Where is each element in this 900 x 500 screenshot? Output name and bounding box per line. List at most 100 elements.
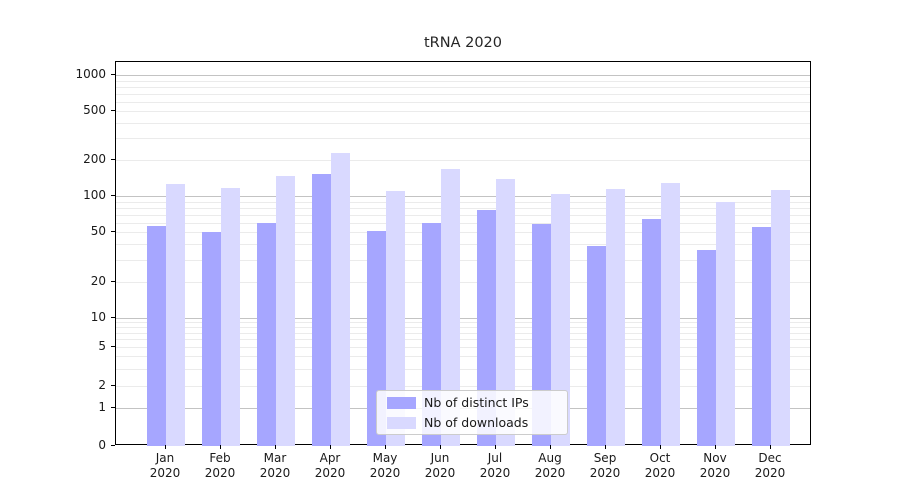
bar-distinct-ips-jan bbox=[147, 226, 166, 446]
y-tick-label: 0 bbox=[98, 438, 106, 452]
x-tick-mark bbox=[220, 445, 221, 449]
x-tick-mark bbox=[550, 445, 551, 449]
x-tick-mark bbox=[330, 445, 331, 449]
bar-downloads-aug bbox=[551, 194, 570, 446]
minor-gridline bbox=[116, 86, 810, 88]
x-tick-mark bbox=[770, 445, 771, 449]
bar-downloads-sep bbox=[606, 189, 625, 446]
legend-swatch-downloads bbox=[387, 416, 416, 429]
bar-downloads-jun bbox=[441, 169, 460, 446]
legend-swatch-distinct-ips bbox=[387, 396, 416, 409]
y-tick-mark bbox=[111, 231, 115, 232]
bar-distinct-ips-apr bbox=[312, 174, 331, 446]
x-tick-label: Oct 2020 bbox=[644, 451, 676, 480]
bar-distinct-ips-mar bbox=[257, 222, 276, 446]
y-tick-label: 2 bbox=[98, 378, 106, 392]
minor-gridline bbox=[116, 111, 810, 112]
bar-downloads-nov bbox=[716, 201, 735, 446]
legend-label: Nb of downloads bbox=[424, 415, 529, 430]
x-tick-mark bbox=[605, 445, 606, 449]
y-tick-mark bbox=[111, 385, 115, 386]
x-tick-label: Mar 2020 bbox=[259, 451, 291, 480]
x-tick-mark bbox=[385, 445, 386, 449]
minor-gridline bbox=[116, 93, 810, 95]
x-tick-label: Apr 2020 bbox=[314, 451, 346, 480]
y-tick-label: 10 bbox=[90, 309, 106, 324]
y-tick-mark bbox=[111, 74, 115, 75]
legend-entry: Nb of distinct IPs bbox=[387, 395, 557, 410]
minor-gridline bbox=[116, 80, 810, 82]
bar-distinct-ips-dec bbox=[752, 227, 771, 446]
x-tick-mark bbox=[165, 445, 166, 449]
y-tick-label: 200 bbox=[83, 152, 106, 166]
minor-gridline bbox=[116, 327, 810, 328]
bar-distinct-ips-sep bbox=[587, 245, 606, 446]
x-tick-label: Dec 2020 bbox=[754, 451, 786, 480]
x-tick-label: Feb 2020 bbox=[204, 451, 236, 480]
x-tick-mark bbox=[495, 445, 496, 449]
y-tick-mark bbox=[111, 316, 115, 318]
minor-gridline bbox=[116, 368, 810, 370]
bar-downloads-oct bbox=[661, 183, 680, 446]
x-tick-label: Nov 2020 bbox=[699, 451, 731, 480]
minor-gridline bbox=[116, 356, 810, 358]
y-tick-label: 500 bbox=[83, 103, 106, 117]
x-tick-mark bbox=[660, 445, 661, 449]
minor-gridline bbox=[116, 207, 810, 209]
y-tick-label: 20 bbox=[90, 273, 106, 288]
minor-gridline bbox=[116, 232, 810, 233]
y-tick-mark bbox=[111, 159, 115, 160]
y-tick-mark bbox=[111, 445, 115, 446]
x-tick-mark bbox=[440, 445, 441, 449]
y-tick-mark bbox=[111, 110, 115, 111]
y-tick-label: 100 bbox=[83, 188, 106, 203]
minor-gridline bbox=[116, 122, 810, 124]
y-tick-mark bbox=[111, 345, 115, 347]
bar-downloads-mar bbox=[276, 175, 295, 446]
x-tick-label: Jun 2020 bbox=[424, 451, 456, 480]
minor-gridline bbox=[116, 201, 810, 203]
minor-gridline bbox=[116, 214, 810, 216]
legend-entry: Nb of downloads bbox=[387, 415, 557, 430]
chart-title: tRNA 2020 bbox=[423, 35, 503, 51]
minor-gridline bbox=[116, 346, 810, 348]
x-tick-label: Aug 2020 bbox=[534, 451, 566, 480]
bar-distinct-ips-jul bbox=[477, 209, 496, 446]
major-gridline bbox=[116, 196, 810, 198]
y-tick-mark bbox=[111, 406, 115, 408]
bar-downloads-apr bbox=[331, 153, 350, 446]
bar-distinct-ips-feb bbox=[202, 232, 221, 446]
plot-area: Nb of distinct IPs Nb of downloads bbox=[115, 61, 811, 446]
y-tick-mark bbox=[111, 280, 115, 282]
bar-downloads-dec bbox=[771, 190, 790, 446]
bar-distinct-ips-nov bbox=[697, 249, 716, 446]
minor-gridline bbox=[116, 259, 810, 261]
y-tick-label: 5 bbox=[98, 338, 106, 353]
y-tick-label: 1 bbox=[98, 399, 106, 414]
x-tick-mark bbox=[275, 445, 276, 449]
y-tick-mark bbox=[111, 195, 115, 197]
x-tick-mark bbox=[715, 445, 716, 449]
minor-gridline bbox=[116, 244, 810, 246]
bar-distinct-ips-oct bbox=[642, 218, 661, 446]
minor-gridline bbox=[116, 138, 810, 140]
bar-downloads-jul bbox=[496, 178, 515, 446]
minor-gridline bbox=[116, 160, 810, 161]
minor-gridline bbox=[116, 332, 810, 334]
x-tick-label: Sep 2020 bbox=[589, 451, 621, 480]
minor-gridline bbox=[116, 338, 810, 340]
x-tick-label: Jan 2020 bbox=[149, 451, 181, 480]
minor-gridline bbox=[116, 101, 810, 103]
bar-downloads-feb bbox=[221, 187, 240, 446]
minor-gridline bbox=[116, 386, 810, 387]
legend-label: Nb of distinct IPs bbox=[424, 395, 529, 410]
x-tick-label: May 2020 bbox=[369, 451, 401, 480]
minor-gridline bbox=[116, 222, 810, 224]
minor-gridline bbox=[116, 322, 810, 324]
major-gridline bbox=[116, 75, 810, 76]
y-tick-label: 1000 bbox=[75, 67, 106, 81]
legend: Nb of distinct IPs Nb of downloads bbox=[376, 390, 568, 435]
x-tick-label: Jul 2020 bbox=[479, 451, 511, 480]
y-tick-label: 50 bbox=[90, 224, 106, 238]
